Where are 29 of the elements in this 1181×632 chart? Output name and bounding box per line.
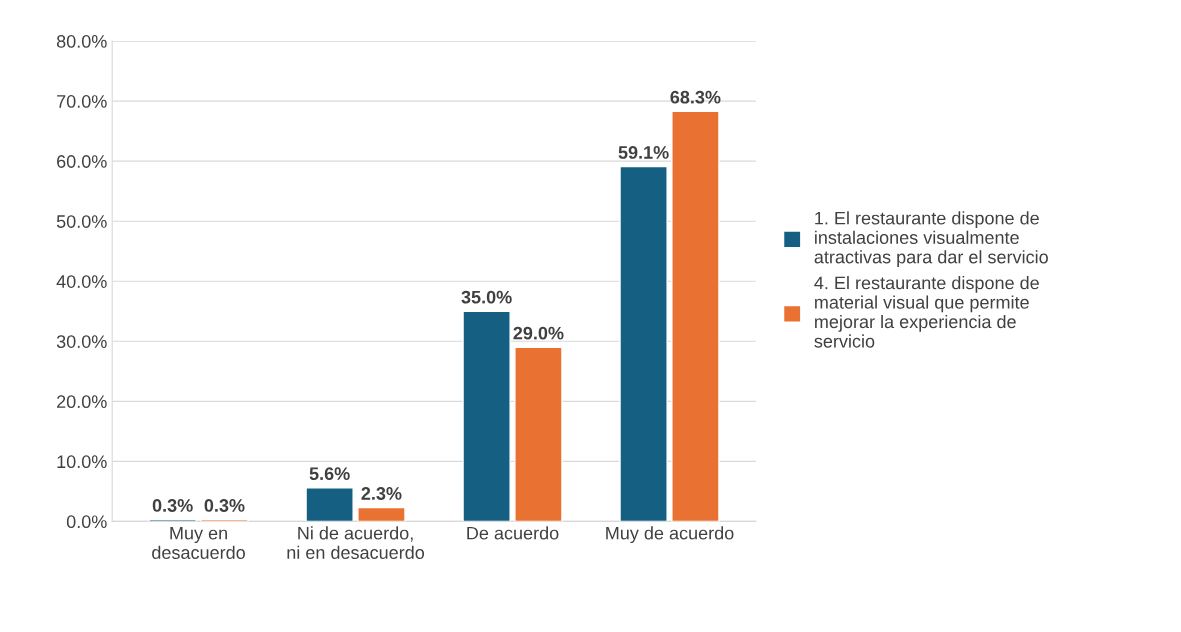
bar <box>514 346 563 522</box>
legend-label: 4. El restaurante dispone de material visual que permite mejorar la experiencia de servicio <box>814 276 1039 348</box>
x-tick-label: Muy en desacuerdo <box>152 526 245 559</box>
bar <box>462 310 511 522</box>
x-tick-label: Muy de acuerdo <box>606 526 734 544</box>
data-label: 35.0% <box>461 290 512 304</box>
y-tick-label: 50.0% <box>56 215 107 228</box>
y-tick-label: 20.0% <box>57 395 107 409</box>
y-tick-label: 10.0% <box>57 455 107 469</box>
data-label: 29.0% <box>513 326 564 340</box>
data-label: 2.3% <box>361 487 402 500</box>
y-tick-label: 0.0% <box>66 515 107 529</box>
y-tick-label: 80.0% <box>56 35 107 48</box>
legend-label: 1. El restaurante dispone de instalaciones visualmente atractivas para dar el servicio <box>814 211 1048 267</box>
data-label: 68.3% <box>670 90 721 104</box>
y-tick-label: 40.0% <box>56 275 107 288</box>
x-tick-label: De acuerdo <box>467 526 559 540</box>
data-label: 0.3% <box>152 499 193 512</box>
bar <box>619 165 668 522</box>
data-label: 5.6% <box>309 467 350 481</box>
x-tick-label: Ni de acuerdo, ni en desacuerdo <box>287 526 425 559</box>
bar <box>357 506 406 522</box>
y-tick-label: 60.0% <box>57 155 107 168</box>
data-label: 0.3% <box>204 499 245 512</box>
data-label: 59.1% <box>618 146 669 159</box>
bar <box>671 110 720 522</box>
bar <box>305 487 354 522</box>
y-tick-label: 70.0% <box>57 95 107 108</box>
y-tick-label: 30.0% <box>56 335 107 348</box>
